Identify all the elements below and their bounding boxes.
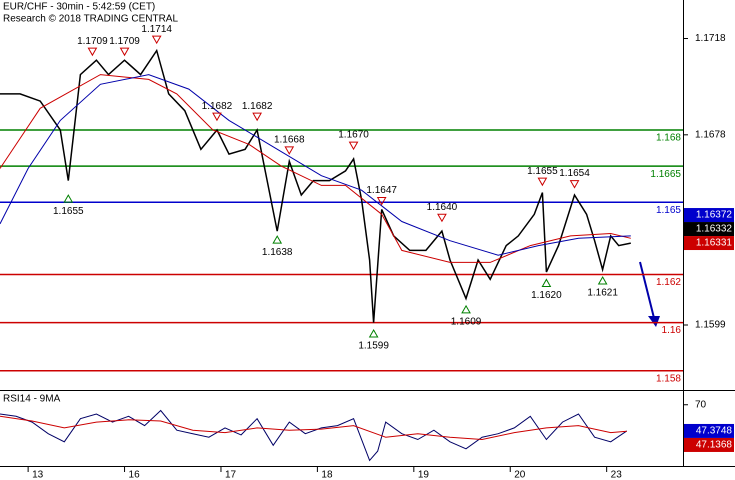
high-marker bbox=[252, 112, 262, 122]
high-marker bbox=[537, 177, 548, 187]
high-label: 1.1655 bbox=[527, 166, 558, 177]
x-tick-label: 16 bbox=[129, 470, 141, 480]
low-label: 1.1609 bbox=[451, 317, 482, 328]
low-marker bbox=[368, 328, 379, 338]
high-marker bbox=[284, 146, 295, 155]
y-tick-label: 1.1718 bbox=[695, 33, 726, 44]
high-marker bbox=[437, 213, 447, 223]
low-label: 1.1655 bbox=[53, 206, 84, 217]
level-label: 1.1665 bbox=[650, 169, 681, 180]
low-marker bbox=[272, 235, 283, 244]
high-marker bbox=[151, 35, 162, 45]
high-label: 1.1682 bbox=[202, 101, 233, 112]
high-marker bbox=[212, 112, 222, 122]
chart-title: EUR/CHF - 30min - 5:42:59 (CET) bbox=[3, 2, 155, 13]
high-label: 1.1654 bbox=[559, 168, 590, 179]
x-tick-label: 13 bbox=[32, 470, 44, 480]
price-box-label: 47.3748 bbox=[696, 426, 733, 437]
high-marker bbox=[569, 180, 580, 189]
price-box-label: 1.16332 bbox=[696, 224, 733, 235]
x-tick-label: 19 bbox=[418, 470, 430, 480]
rsi-title: RSI14 - 9MA bbox=[3, 394, 61, 405]
forecast-arrow bbox=[639, 261, 655, 319]
chart-subtitle: Research © 2018 TRADING CENTRAL bbox=[3, 14, 178, 25]
x-tick-label: 23 bbox=[611, 470, 623, 480]
x-tick-label: 18 bbox=[321, 470, 333, 480]
price-box bbox=[684, 437, 734, 452]
low-label: 1.1620 bbox=[531, 290, 562, 301]
y-tick-label: 1.1678 bbox=[695, 129, 726, 140]
low-marker bbox=[461, 304, 471, 314]
forecast-arrow-head bbox=[648, 316, 660, 327]
high-label: 1.1668 bbox=[274, 135, 305, 146]
series-line bbox=[0, 415, 627, 441]
high-label: 1.1640 bbox=[427, 202, 458, 213]
level-label: 1.165 bbox=[656, 205, 681, 216]
high-marker bbox=[376, 196, 387, 206]
price-box-label: 47.1368 bbox=[696, 440, 733, 451]
low-label: 1.1599 bbox=[358, 341, 389, 352]
series-line bbox=[0, 74, 631, 263]
price-box bbox=[684, 236, 734, 251]
level-label: 1.16 bbox=[662, 325, 682, 336]
level-label: 1.162 bbox=[656, 277, 681, 288]
high-marker bbox=[87, 47, 98, 57]
high-label: 1.1709 bbox=[77, 36, 108, 47]
price-box bbox=[684, 423, 734, 438]
level-label: 1.168 bbox=[656, 133, 681, 144]
high-label: 1.1709 bbox=[109, 36, 140, 47]
y-tick-label: 1.1599 bbox=[695, 320, 726, 331]
series-line bbox=[0, 74, 631, 256]
low-label: 1.1638 bbox=[262, 247, 293, 258]
price-box-label: 1.16372 bbox=[696, 210, 733, 221]
high-label: 1.1682 bbox=[242, 101, 273, 112]
y-tick-label: 70 bbox=[695, 399, 707, 410]
x-tick-label: 17 bbox=[225, 470, 237, 480]
high-label: 1.1670 bbox=[338, 130, 369, 141]
series-line bbox=[0, 48, 631, 323]
low-marker bbox=[597, 276, 608, 285]
x-tick-label: 20 bbox=[514, 470, 526, 480]
low-marker bbox=[63, 194, 74, 203]
low-label: 1.1621 bbox=[587, 288, 618, 299]
high-label: 1.1714 bbox=[141, 24, 172, 35]
series-line bbox=[0, 409, 628, 462]
price-box bbox=[684, 208, 734, 223]
low-marker bbox=[541, 278, 552, 287]
level-label: 1.158 bbox=[656, 373, 681, 384]
high-marker bbox=[348, 141, 359, 151]
high-marker bbox=[119, 47, 130, 57]
price-box bbox=[684, 222, 734, 237]
price-box-label: 1.16331 bbox=[696, 238, 733, 249]
high-label: 1.1647 bbox=[366, 185, 397, 196]
